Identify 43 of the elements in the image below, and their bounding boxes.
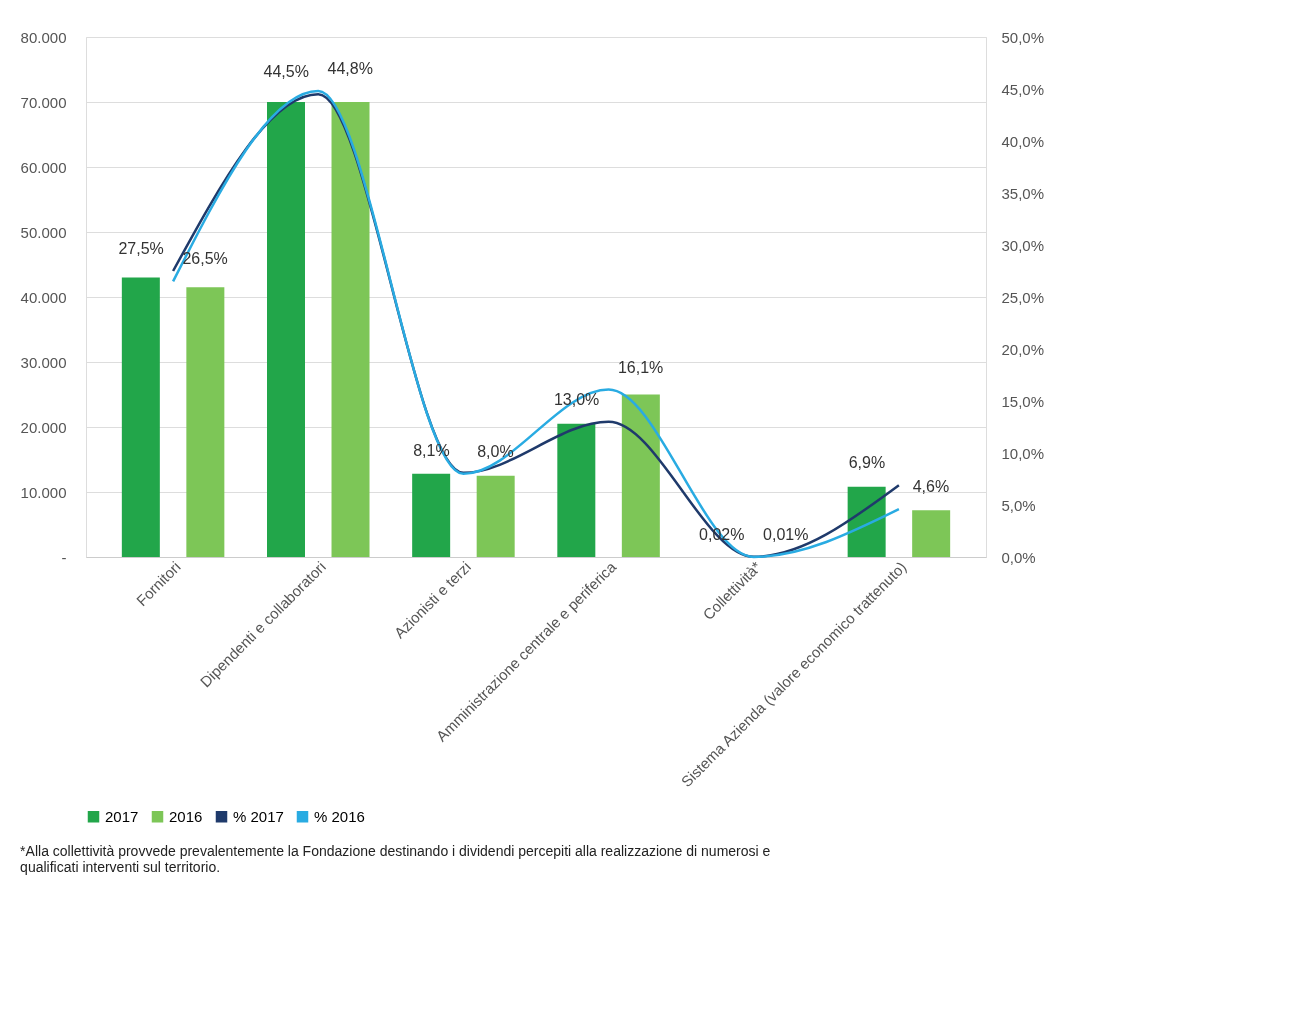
y2-tick-label: 30,0%	[1001, 236, 1045, 254]
legend-label: 2017	[105, 807, 139, 825]
y-tick-label: 10.000	[20, 483, 67, 501]
bar	[557, 423, 596, 557]
y-tick-label: 60.000	[20, 158, 67, 176]
y2-tick-label: 35,0%	[1001, 184, 1045, 202]
data-label: 44,8%	[327, 60, 373, 78]
y-tick-label: -	[61, 548, 67, 566]
y2-tick-label: 40,0%	[1001, 132, 1045, 150]
bar	[847, 486, 886, 557]
legend-label: % 2016	[314, 807, 365, 825]
data-label: 27,5%	[118, 240, 164, 257]
data-label: 16,1%	[617, 358, 664, 376]
bar	[621, 394, 660, 557]
y-tick-label: 80.000	[20, 28, 67, 46]
legend-label: 2016	[169, 807, 203, 825]
text: *Alla collettività provvede prevalentemente la Fondazione destinando i dividendi percepiti alla realizzazione di numerosi e qualificati interventi sul territorio.	[20, 843, 771, 875]
bar	[121, 277, 160, 557]
y-tick-label: 70.000	[20, 93, 67, 111]
data-label: 44,5%	[263, 63, 309, 81]
y-tick-label: 40.000	[20, 288, 67, 306]
y2-tick-label: 25,0%	[1001, 288, 1045, 306]
bar	[186, 287, 225, 557]
data-label: 4,6%	[912, 478, 950, 496]
data-label: 6,9%	[848, 454, 886, 472]
y2-tick-label: 10,0%	[1001, 444, 1045, 462]
y-tick-label: 20.000	[20, 418, 67, 436]
y2-tick-label: 0,0%	[1001, 548, 1036, 566]
data-label: 0,01%	[763, 525, 809, 543]
bar	[412, 473, 451, 557]
y2-tick-label: 50,0%	[1001, 28, 1045, 46]
y-tick-label: 30.000	[20, 353, 67, 371]
y2-tick-label: 20,0%	[1001, 340, 1045, 358]
bar	[912, 510, 951, 557]
bar	[331, 102, 370, 557]
y2-tick-label: 5,0%	[1001, 496, 1036, 514]
y2-tick-label: 45,0%	[1001, 80, 1045, 98]
y-tick-label: 50.000	[20, 223, 67, 241]
y2-tick-label: 15,0%	[1001, 392, 1045, 410]
legend-label: % 2017	[233, 807, 284, 825]
bar	[267, 102, 305, 557]
bar	[476, 475, 515, 557]
data-label: 8,0%	[477, 442, 514, 460]
